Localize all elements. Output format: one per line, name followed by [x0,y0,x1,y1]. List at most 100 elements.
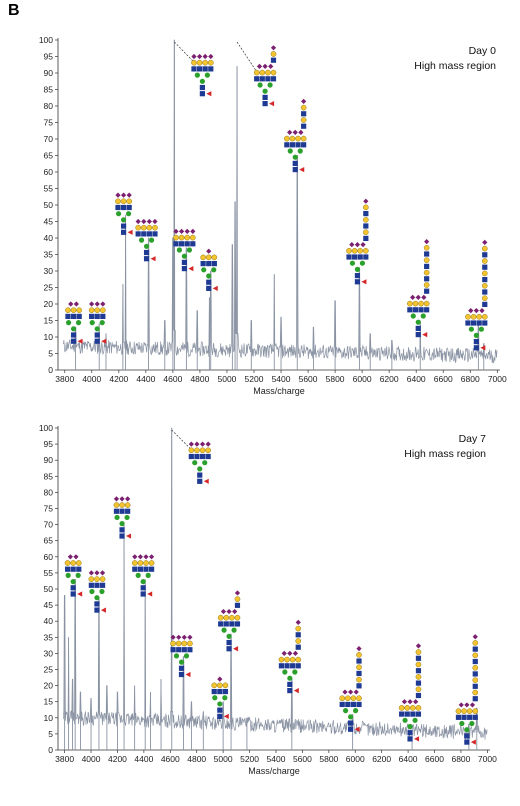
galactose-symbol [253,69,260,76]
y-tick-label: 65 [44,536,54,546]
glcnac-symbol [284,663,290,669]
galactose-symbol [412,300,419,307]
x-tick-label: 4200 [109,374,128,384]
glcnac-symbol [222,688,229,695]
y-tick-label: 65 [44,151,54,161]
glycan-structure [284,98,307,173]
galactose-symbol [173,234,179,241]
mannose-symbol [114,514,120,521]
mannose-symbol [65,572,71,579]
mannose-symbol [287,675,293,681]
mannose-symbol [140,579,146,585]
galactose-symbol [152,224,158,231]
sialic-acid-symbol [187,634,193,640]
glcnac-symbol [191,66,197,72]
x-tick-label: 6400 [407,374,426,384]
glcnac-symbol [415,711,422,717]
mannose-symbol [415,319,421,325]
y-tick-label: 100 [39,35,53,45]
glcnac-symbol [470,320,477,326]
galactose-symbol [415,686,422,693]
galactose-symbol [295,656,302,663]
glcnac-symbol [120,223,127,229]
y-tick-label: 60 [44,167,54,177]
sialic-acid-symbol [99,570,106,576]
mannose-symbol [197,466,203,472]
galactose-symbol [289,656,296,663]
galactose-symbol [217,682,223,689]
glcnac-symbol [348,726,354,732]
y-tick-label: 0 [48,365,53,375]
sialic-acid-symbol [468,308,474,314]
sialic-acid-symbol [287,129,293,135]
x-tick-label: 4400 [134,754,153,764]
glycan-structure [170,634,193,678]
galactose-symbol [481,270,488,277]
galactose-symbol [223,614,230,621]
galactose-symbol [270,69,277,76]
galactose-symbol [300,117,307,123]
galactose-symbol [472,708,479,714]
glcnac-symbol [190,241,196,247]
mannose-symbol [410,313,416,319]
x-tick-label: 4600 [161,754,180,764]
sialic-acid-symbol [176,634,182,640]
fucose-symbol [269,101,275,107]
galactose-symbol [191,59,197,66]
y-tick-label: 70 [44,520,54,530]
glcnac-symbol [234,602,241,608]
sialic-acid-symbol [184,228,190,234]
y-tick-label: 30 [44,648,54,658]
galactose-symbol [265,69,271,76]
galactose-symbol [356,676,362,683]
mannose-symbol [75,320,82,326]
y-tick-label: 30 [44,266,54,276]
galactose-symbol [356,664,362,671]
glcnac-symbol [206,279,212,285]
x-tick-label: 5600 [293,754,312,764]
fucose-symbol [414,736,420,742]
x-tick-label: 6000 [353,374,372,384]
glcnac-symbol [70,585,76,591]
glcnac-symbol [407,307,413,313]
y-tick-label: 20 [44,299,54,309]
galactose-symbol [270,51,277,57]
glcnac-symbol [295,644,301,650]
sialic-acid-symbol [287,650,293,656]
glcnac-symbol [143,256,150,262]
mannose-symbol [148,237,155,243]
galactose-symbol [143,560,149,566]
glcnac-symbol [223,621,229,627]
mannose-symbol [135,572,141,579]
x-tick-label: 5600 [299,374,318,384]
x-tick-label: 4200 [108,754,127,764]
sialic-acid-symbol [482,239,488,245]
glcnac-symbol [178,665,185,671]
panel-annotation: High mass region [414,60,496,72]
glcnac-symbol [211,688,217,695]
mannose-symbol [202,460,208,466]
fucose-symbol [212,285,218,291]
sialic-acid-symbol [360,242,366,248]
glcnac-symbol [415,332,421,338]
mannose-symbol [99,588,105,595]
galactose-symbol [205,254,212,261]
galactose-symbol [99,576,106,582]
galactose-symbol [356,652,362,658]
fucose-symbol [470,739,476,745]
sialic-acid-symbol [141,218,147,225]
galactose-symbol [351,247,358,254]
y-tick-label: 10 [44,332,54,342]
galactose-symbol [140,224,147,231]
x-tick-label: 4800 [187,754,206,764]
glcnac-symbol [357,254,363,260]
glcnac-symbol [290,663,296,669]
glcnac-symbol [211,261,217,267]
sialic-acid-symbol [479,308,485,314]
fucose-symbol [422,332,428,338]
x-tick-label: 5400 [267,754,286,764]
galactose-symbol [284,656,290,663]
x-tick-label: 6600 [425,754,444,764]
glcnac-symbol [472,683,478,689]
